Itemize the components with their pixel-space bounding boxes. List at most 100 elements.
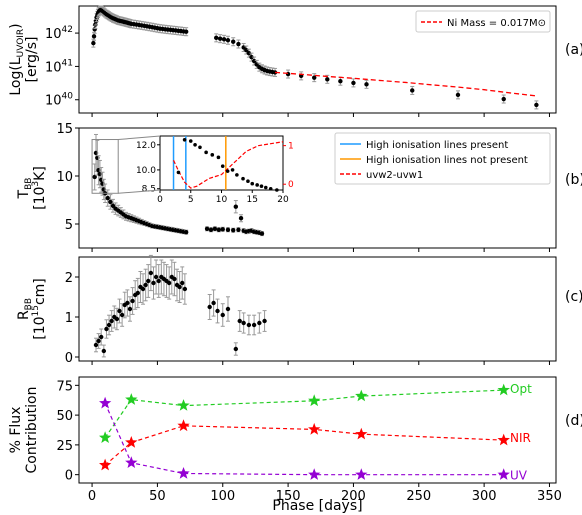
x-tick-label: 150 [276, 489, 301, 504]
inset-right-tick-label: 0 [288, 180, 294, 190]
star-marker-opt [497, 383, 510, 396]
data-point [236, 227, 241, 232]
inset-x-tick-label: 10 [216, 195, 228, 205]
data-point [105, 195, 110, 201]
data-point [231, 228, 236, 233]
zoom-connector [118, 189, 161, 194]
data-point [233, 346, 239, 352]
inset-point [210, 153, 215, 157]
ni-mass-model-line [274, 71, 537, 97]
inset-point [268, 186, 273, 191]
data-point [501, 96, 506, 102]
inset-x-tick-label: 0 [157, 195, 163, 205]
data-point [225, 38, 231, 43]
zoom-box [91, 139, 119, 194]
data-point [99, 334, 104, 340]
zoom-connector [118, 135, 161, 141]
data-point [211, 300, 216, 306]
y-tick-label: 1042 [45, 25, 73, 42]
star-marker-opt [177, 399, 190, 411]
data-point [215, 308, 220, 314]
inset-x-tick-label: 15 [247, 195, 258, 205]
star-marker-uv [355, 468, 368, 480]
data-point [351, 80, 356, 86]
legend-label: High ionisation lines not present [366, 155, 528, 166]
inset-x-tick-label: 5 [188, 195, 194, 205]
data-point [108, 199, 113, 205]
y-axis-label: % Flux [8, 407, 24, 454]
data-point [93, 342, 99, 348]
data-point [204, 226, 210, 231]
data-point [156, 278, 161, 284]
data-point [127, 306, 133, 312]
data-point [91, 40, 96, 46]
data-point [183, 29, 189, 34]
data-point [207, 304, 212, 310]
data-point [101, 348, 107, 354]
data-point [140, 286, 146, 292]
data-point [109, 318, 114, 324]
data-point [410, 88, 415, 93]
inset-point [204, 150, 208, 155]
data-point [125, 300, 130, 306]
inset-point [193, 142, 197, 147]
inset-x-tick-label: 20 [277, 195, 289, 205]
inset-point [263, 185, 268, 190]
y-axis-label: TBB [16, 178, 34, 200]
x-tick-label: 0 [88, 489, 96, 504]
data-point [119, 312, 125, 318]
y-tick-label: 75 [56, 379, 73, 394]
y-axis-label-unit: Contribution [24, 387, 40, 474]
legend-label: Ni Mass = 0.017M⊙ [447, 18, 546, 29]
legend-box [415, 10, 551, 33]
series-line-uv [104, 402, 504, 476]
data-point [166, 280, 172, 286]
axes-frame-d [78, 376, 557, 484]
inset-point [176, 170, 181, 175]
data-point [182, 286, 188, 292]
data-point [92, 27, 97, 32]
axes-frame-b [78, 127, 557, 249]
data-point [249, 54, 254, 60]
y-tick-label: 10 [56, 170, 73, 185]
data-point [135, 290, 141, 296]
inset-point [225, 169, 230, 173]
data-point [364, 82, 369, 87]
data-point [96, 338, 101, 344]
x-axis-label: Phase [days] [272, 498, 362, 514]
data-point [180, 280, 185, 286]
data-point [91, 34, 97, 39]
data-point [177, 284, 182, 290]
data-point [212, 226, 218, 231]
inset-point [235, 173, 239, 177]
y-tick-label: 5 [65, 218, 73, 233]
panel-a: 1040 1041 1042 (a) Log(LUVOIR)[erg/s] Ni Mass… [8, 5, 582, 117]
y-axis-label-unit: [103K] [31, 166, 48, 210]
inset-right-tick-label: 1 [288, 142, 294, 152]
data-point [143, 282, 148, 288]
data-point [220, 312, 225, 318]
inset-point [230, 168, 235, 172]
data-point [214, 35, 219, 41]
y-tick-label: 1041 [45, 58, 73, 75]
data-point [104, 326, 109, 332]
data-point [110, 203, 116, 208]
data-point [153, 274, 159, 280]
y-tick-label: 0 [65, 351, 73, 366]
star-marker-uv [99, 396, 112, 409]
star-marker-opt [355, 389, 368, 402]
star-marker-opt [99, 431, 112, 443]
data-point [148, 270, 154, 276]
y-tick-label: 1 [65, 311, 73, 326]
star-marker-uv [177, 467, 190, 479]
star-marker-uv [308, 468, 321, 480]
data-point [117, 308, 122, 314]
data-point [231, 39, 236, 44]
legend-label: uvw2-uvw1 [366, 170, 423, 181]
star-marker-nir [177, 419, 190, 432]
series-label-opt: Opt [510, 382, 532, 396]
data-point [172, 276, 177, 282]
data-point [257, 320, 262, 326]
axes-frame-c [78, 256, 557, 362]
